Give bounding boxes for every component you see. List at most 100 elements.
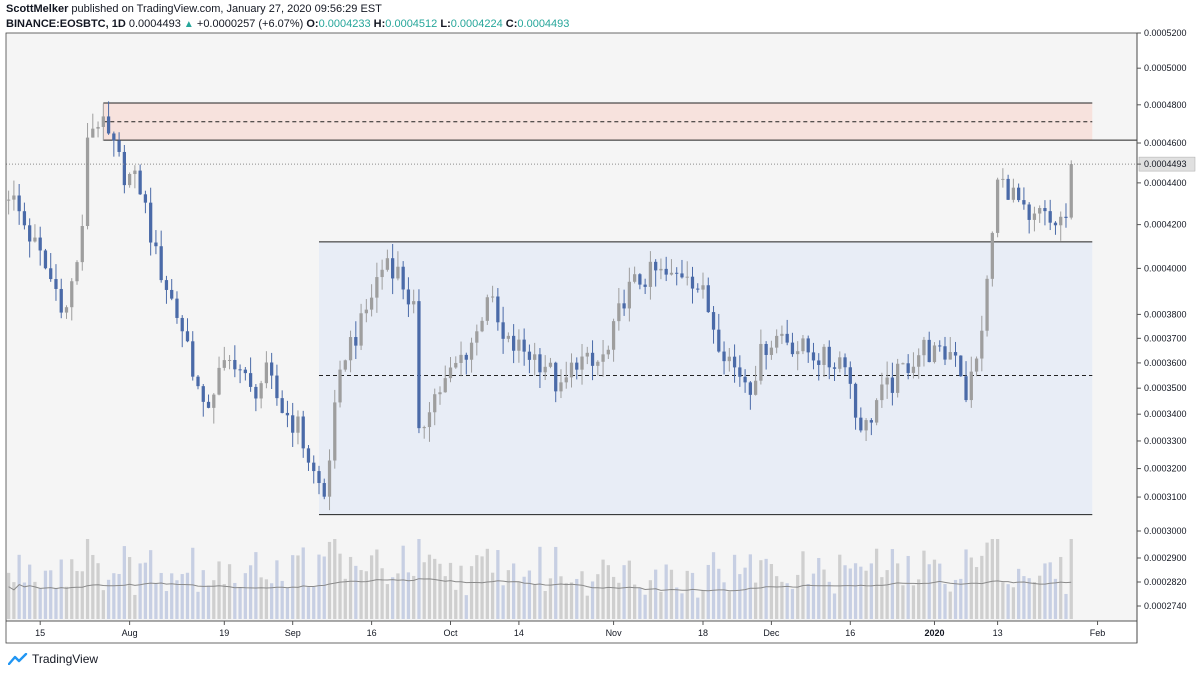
up-arrow-icon: ▲ — [183, 19, 194, 30]
volume-bar — [948, 591, 952, 619]
volume-bar — [422, 562, 426, 619]
candle-body — [885, 377, 889, 385]
candle-body — [201, 386, 205, 402]
volume-bar — [843, 565, 847, 619]
candle-body — [91, 128, 95, 138]
volume-bar — [180, 574, 184, 619]
volume-bar — [170, 573, 174, 619]
price-axis[interactable]: 0.0005200 0.0005000 0.0004800 0.0004600 0.00… — [1137, 28, 1196, 611]
candle-body — [853, 383, 858, 418]
volume-bar — [753, 582, 758, 619]
volume-bar — [648, 580, 653, 619]
volume-bar — [859, 566, 863, 619]
volume-bar — [1064, 593, 1068, 619]
candlesticks — [6, 101, 1073, 511]
volume-bar — [732, 554, 737, 619]
y-tick-label: 0.0004000 — [1144, 263, 1187, 273]
time-axis[interactable]: 15 Aug 19 Sep 16 Oct 14 Nov 18 Dec 16 2020 13 Feb — [35, 621, 1105, 638]
candle-body — [959, 355, 963, 377]
volume-bar — [101, 590, 105, 619]
y-tick-label: 0.0005000 — [1144, 63, 1187, 73]
author-name[interactable]: ScottMelker — [6, 3, 69, 15]
candle-body — [859, 417, 863, 431]
tradingview-footer[interactable]: TradingView — [8, 652, 98, 666]
candle-body — [512, 335, 516, 351]
candle-body — [569, 362, 574, 378]
candle-body — [869, 420, 873, 423]
candle-body — [648, 261, 653, 287]
volume-bar — [43, 570, 48, 619]
candle-body — [517, 339, 521, 351]
candle-body — [280, 398, 284, 413]
candle-body — [690, 276, 695, 289]
candle-body — [911, 366, 916, 373]
candle-body — [727, 356, 731, 362]
candle-body — [822, 346, 826, 365]
volume-bar — [212, 580, 216, 619]
x-tick-label: 16 — [367, 628, 377, 638]
volume-bar — [796, 574, 800, 619]
candle-body — [369, 297, 374, 310]
candle-body — [380, 269, 384, 278]
volume-bar — [506, 570, 511, 619]
candle-body — [685, 276, 689, 278]
volume-bars — [6, 539, 1073, 619]
candle-body — [154, 242, 158, 247]
candle-body — [601, 354, 605, 362]
volume-bar — [806, 583, 810, 619]
volume-bar — [701, 589, 705, 619]
volume-bar — [522, 576, 526, 619]
volume-bar — [448, 562, 453, 619]
candle-body — [948, 352, 952, 360]
candle-body — [801, 338, 805, 352]
candle-body — [838, 357, 842, 369]
candle-body — [654, 261, 658, 271]
candle-body — [701, 285, 705, 290]
volume-bar — [96, 563, 100, 619]
volume-bar — [406, 572, 411, 619]
volume-bar — [543, 590, 547, 619]
volume-bar — [206, 585, 211, 619]
candle-body — [1064, 216, 1068, 218]
candle-body — [312, 462, 316, 472]
volume-bar — [391, 577, 395, 619]
volume-bar — [559, 576, 563, 619]
candle-body — [469, 342, 474, 360]
y-tick-label: 0.0003300 — [1144, 436, 1187, 446]
candle-body — [1001, 178, 1005, 180]
volume-bar — [17, 554, 21, 619]
candle-body — [1069, 164, 1073, 218]
candle-body — [554, 362, 558, 392]
volume-bar — [669, 569, 674, 619]
candle-body — [843, 357, 847, 368]
candle-body — [64, 307, 69, 313]
volume-bar — [1032, 581, 1037, 619]
volume-bar — [343, 578, 347, 619]
volume-bar — [512, 563, 516, 619]
symbol-label[interactable]: BINANCE:EOSBTC, 1D — [6, 18, 126, 30]
volume-bar — [191, 547, 195, 619]
candle-body — [817, 360, 821, 365]
volume-bar — [1001, 582, 1005, 619]
candle-body — [385, 258, 390, 270]
candle-body — [59, 288, 63, 313]
candle-body — [848, 367, 852, 384]
candle-body — [643, 284, 647, 287]
candle-body — [138, 170, 142, 195]
candle-body — [638, 274, 642, 285]
volume-bar — [769, 563, 774, 619]
volume-bar — [790, 588, 795, 619]
volume-bar — [91, 554, 95, 619]
volume-bar — [764, 558, 768, 619]
low-value: 0.0004224 — [450, 18, 503, 30]
candle-body — [864, 420, 868, 431]
candle-body — [438, 392, 442, 395]
candle-body — [275, 375, 279, 399]
candle-body — [317, 471, 321, 484]
x-tick-label: Feb — [1090, 628, 1106, 638]
volume-bar — [49, 570, 53, 619]
volume-bar — [638, 587, 642, 619]
x-tick-label: Nov — [606, 628, 623, 638]
volume-bar — [64, 586, 69, 619]
